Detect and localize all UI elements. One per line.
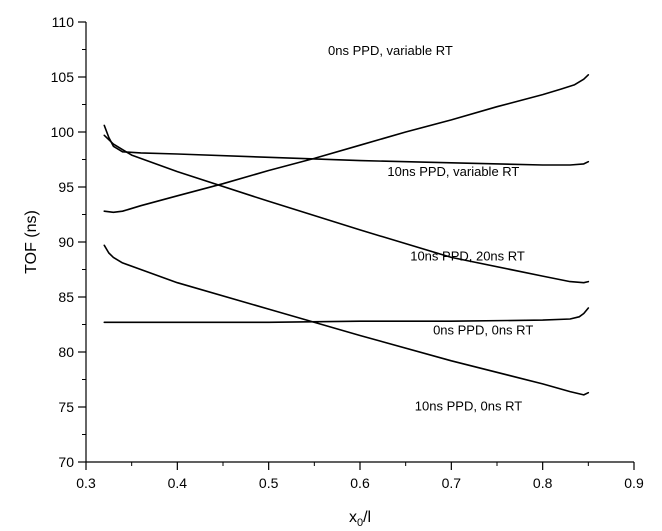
series-annotation: 0ns PPD, variable RT (328, 43, 453, 58)
series-line-10ns-ppd-20ns-rt (103, 134, 590, 284)
y-tick-label: 80 (58, 344, 74, 360)
series-line-0ns-ppd-0ns-rt (103, 307, 590, 324)
series-annotation: 10ns PPD, 0ns RT (415, 398, 522, 413)
x-tick-label: 0.9 (624, 475, 644, 491)
y-tick-label: 110 (52, 14, 75, 30)
annotations-group: 0ns PPD, variable RT 10ns PPD, variable R… (328, 43, 533, 413)
x-ticks: 0.3 0.4 0.5 0.6 0.7 0.8 0.9 (76, 462, 644, 491)
series-group (103, 74, 590, 396)
series-line-10ns-ppd-0ns-rt (103, 244, 590, 396)
x-axis-title: x0/l (349, 509, 371, 529)
y-tick-label: 70 (58, 454, 74, 470)
series-annotation: 0ns PPD, 0ns RT (433, 322, 533, 337)
x-tick-label: 0.4 (168, 475, 188, 491)
plot-axes (85, 22, 634, 463)
series-annotation: 10ns PPD, 20ns RT (410, 249, 525, 264)
y-tick-label: 95 (58, 179, 74, 195)
x-tick-label: 0.3 (76, 475, 96, 491)
x-axis-title-sub: 0 (357, 517, 363, 529)
x-axis-title-main: x (349, 509, 357, 526)
x-tick-label: 0.5 (259, 475, 279, 491)
x-tick-label: 0.7 (442, 475, 462, 491)
x-tick-label: 0.6 (350, 475, 370, 491)
y-tick-label: 105 (51, 69, 75, 85)
series-line-0ns-ppd-variable-rt (103, 74, 590, 214)
series-annotation: 10ns PPD, variable RT (387, 164, 519, 179)
y-ticks: 70 75 80 85 90 95 100 105 110 (51, 14, 86, 470)
y-axis-title: TOF (ns) (23, 210, 40, 274)
y-tick-label: 100 (51, 124, 75, 140)
series-line-10ns-ppd-variable-rt (103, 124, 590, 166)
x-axis-title-suffix: /l (363, 509, 371, 526)
y-tick-label: 75 (58, 399, 74, 415)
x-tick-label: 0.8 (533, 475, 553, 491)
y-tick-label: 90 (58, 234, 74, 250)
y-tick-label: 85 (58, 289, 74, 305)
